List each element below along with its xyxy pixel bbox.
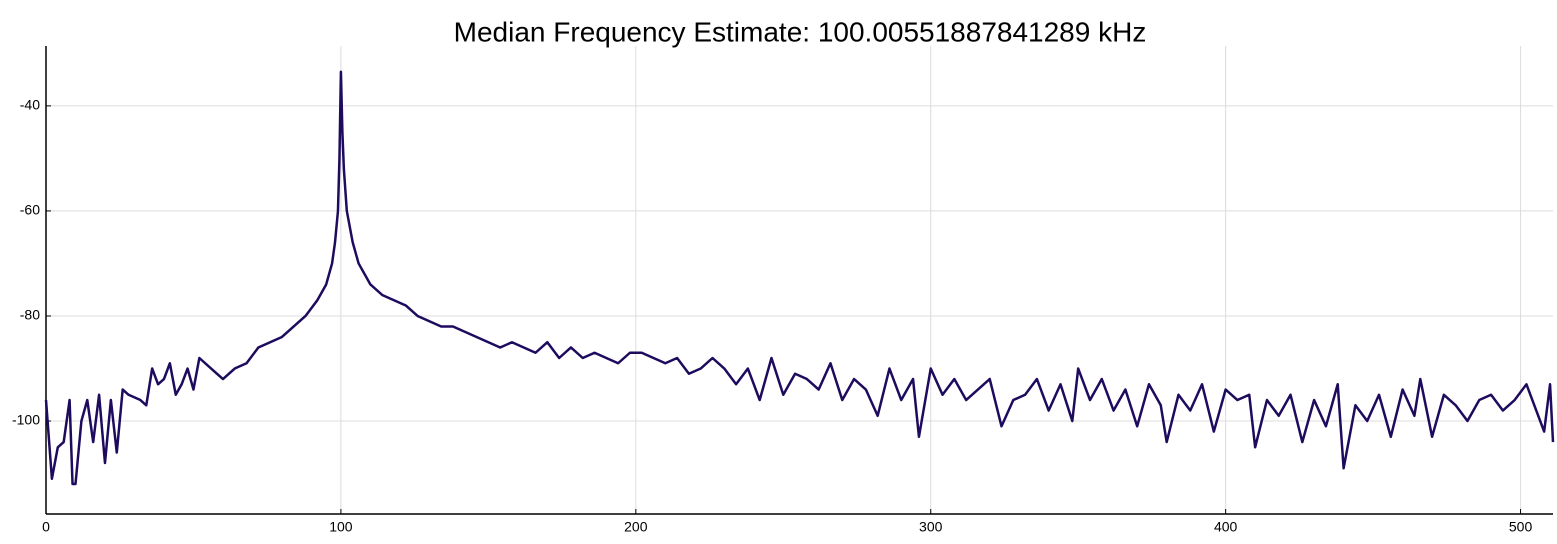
x-tick-label: 100 — [329, 519, 353, 535]
x-tick-label: 0 — [42, 519, 50, 535]
y-tick-label: -60 — [20, 202, 40, 218]
y-tick-label: -100 — [12, 412, 40, 428]
x-tick-label: 400 — [1214, 519, 1238, 535]
x-tick-label: 200 — [624, 519, 648, 535]
y-tick-label: -40 — [20, 97, 40, 113]
chart-title: Median Frequency Estimate: 100.005518878… — [454, 16, 1147, 47]
x-tick-label: 500 — [1509, 519, 1533, 535]
x-tick-label: 300 — [919, 519, 943, 535]
line-series — [44, 70, 1555, 486]
y-tick-label: -80 — [20, 307, 40, 323]
